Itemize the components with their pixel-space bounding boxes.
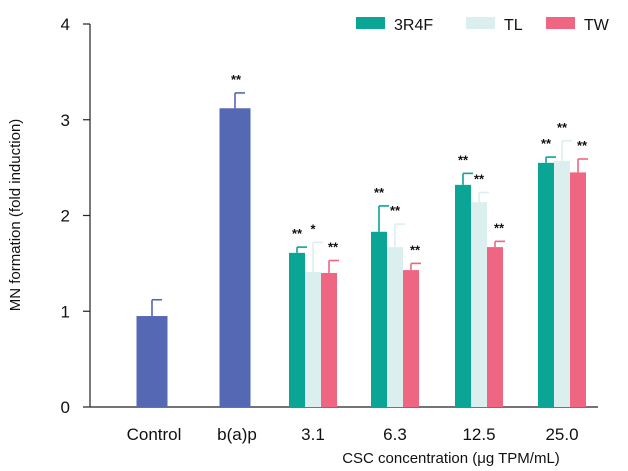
- legend: 3R4F TL TW: [356, 17, 610, 34]
- legend-swatch: [466, 17, 495, 29]
- single-0-bar: [136, 316, 168, 407]
- group-0-series-1-bar: [305, 271, 321, 407]
- category-label: Control: [127, 425, 182, 444]
- legend-label: TL: [504, 17, 523, 34]
- legend-swatch: [546, 17, 575, 29]
- category-label: 6.3: [383, 425, 407, 444]
- category-label: 12.5: [462, 425, 495, 444]
- y-axis-label: MN formation (fold induction): [7, 119, 24, 312]
- group-1-series-0-bar: [371, 231, 387, 407]
- group-2-series-1-significance: **: [474, 172, 485, 187]
- legend-label: 3R4F: [394, 17, 433, 34]
- group-0-series-0-bar: [289, 252, 305, 407]
- group-1-series-2-bar: [403, 270, 419, 407]
- group-3-series-1-significance: **: [557, 120, 568, 135]
- y-tick-label: 1: [61, 302, 70, 321]
- category-label: 3.1: [301, 425, 325, 444]
- group-3-series-0-significance: **: [541, 136, 552, 151]
- y-tick-label: 0: [61, 398, 70, 417]
- legend-swatch: [356, 17, 385, 29]
- group-3-series-0-bar: [538, 162, 554, 407]
- group-1-series-1-bar: [387, 247, 403, 407]
- group-0-series-2-bar: [321, 272, 337, 407]
- category-labels: Control b(a)p 3.1 6.3 12.5 25.0: [127, 425, 579, 444]
- bars: **** *********************: [136, 72, 588, 407]
- group-2-series-2-bar: [487, 247, 503, 407]
- group-0-series-0-significance: **: [292, 226, 303, 241]
- single-1-bar: [219, 108, 251, 407]
- group-2-series-2-significance: **: [494, 220, 505, 235]
- group-3-series-1-bar: [554, 160, 570, 407]
- legend-label: TW: [584, 17, 610, 34]
- x-axis-label: CSC concentration (μg TPM/mL): [342, 450, 560, 467]
- y-tick-label: 2: [61, 207, 70, 226]
- group-2-series-1-bar: [471, 202, 487, 407]
- group-0-series-2-significance: **: [328, 240, 339, 255]
- category-label: 25.0: [545, 425, 578, 444]
- y-tick-label: 4: [61, 15, 70, 34]
- y-tick-label: 3: [61, 111, 70, 130]
- group-2-series-0-significance: **: [458, 152, 469, 167]
- group-1-series-2-significance: **: [410, 242, 421, 257]
- group-2-series-0-bar: [455, 184, 471, 407]
- category-label: b(a)p: [217, 425, 257, 444]
- group-0-series-1-significance: *: [310, 221, 316, 236]
- group-3-series-2-significance: **: [577, 138, 588, 153]
- single-1-significance: **: [231, 72, 242, 87]
- group-1-series-1-significance: **: [390, 203, 401, 218]
- group-1-series-0-significance: **: [374, 185, 385, 200]
- group-3-series-2-bar: [570, 172, 586, 407]
- y-ticks: 0 1 2 3 4: [61, 15, 90, 417]
